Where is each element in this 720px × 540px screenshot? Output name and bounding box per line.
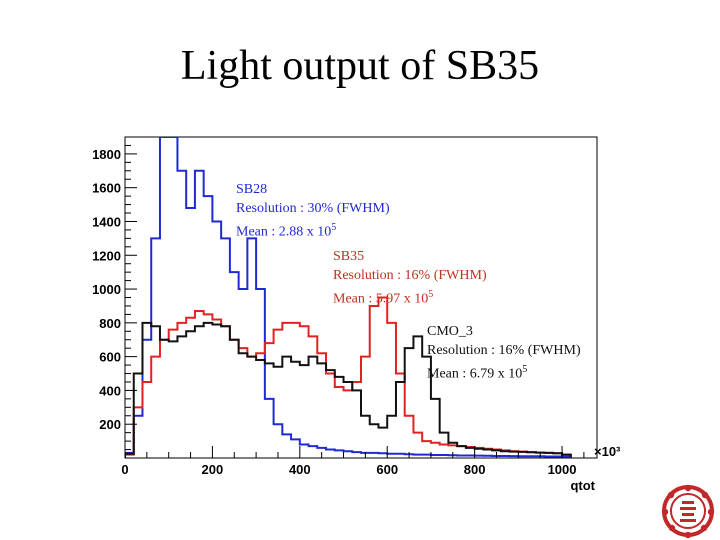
annotation-sb35: SB35 Resolution : 16% (FWHM) Mean : 5.97… [333,247,487,309]
annotation-cmo3: CMO_3 Resolution : 16% (FWHM) Mean : 6.7… [427,322,581,384]
series-line-cmo-3 [125,321,572,458]
x-tick-label: 600 [376,462,398,477]
series-line-sb28 [125,137,572,458]
y-tick-label: 1200 [92,248,121,263]
y-tick-label: 200 [99,417,121,432]
annotation-cmo3-mean: Mean : 6.79 x 105 [427,364,528,382]
y-tick-label: 1800 [92,147,121,162]
annotation-sb28: SB28 Resolution : 30% (FWHM) Mean : 2.88… [236,180,390,242]
y-tick-label: 1600 [92,181,121,196]
y-tick-label: 400 [99,383,121,398]
y-tick-label: 800 [99,316,121,331]
institution-seal-icon [661,484,715,539]
x-tick-label: 1000 [548,462,577,477]
x-tick-label: 800 [464,462,486,477]
x-tick-label: 200 [202,462,224,477]
annotation-sb28-resolution: Resolution : 30% (FWHM) [236,201,390,216]
annotation-sb35-mean: Mean : 5.97 x 105 [333,289,434,307]
x-multiplier-label: ×10³ [594,444,621,459]
slide-title: Light output of SB35 [180,43,540,89]
annotation-cmo3-name: CMO_3 [427,324,473,339]
annotation-cmo3-resolution: Resolution : 16% (FWHM) [427,343,581,358]
annotation-sb35-resolution: Resolution : 16% (FWHM) [333,268,487,283]
y-tick-label: 1000 [92,282,121,297]
x-axis-label: qtot [570,478,595,493]
annotation-sb28-mean: Mean : 2.88 x 105 [236,222,337,240]
y-tick-label: 1400 [92,214,121,229]
x-tick-label: 400 [289,462,311,477]
x-tick-label: 0 [121,462,128,477]
annotation-sb28-name: SB28 [236,182,268,197]
annotation-sb35-name: SB35 [333,249,365,264]
y-tick-label: 600 [99,350,121,365]
